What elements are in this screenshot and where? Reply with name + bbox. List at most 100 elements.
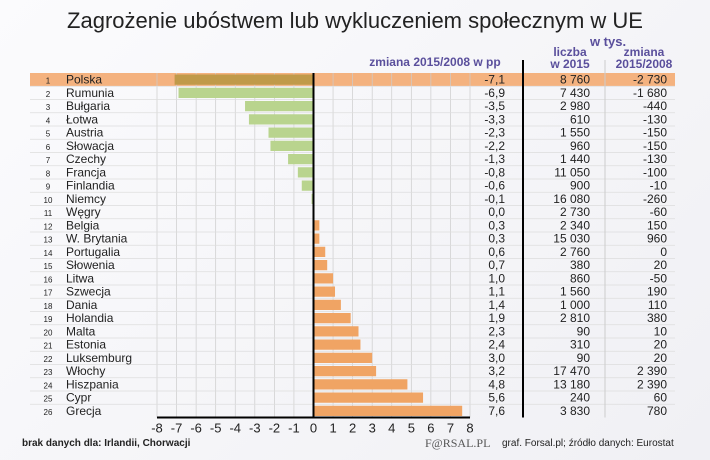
- value-label: -0,8: [484, 165, 505, 179]
- value-label: -3,3: [484, 112, 505, 126]
- rank: 3: [46, 103, 51, 112]
- x-tick-label: 0: [310, 421, 317, 436]
- x-tick-label: -6: [190, 421, 202, 436]
- value-label: -6,9: [484, 86, 505, 100]
- count-value: 960: [570, 139, 590, 153]
- count-value: 90: [577, 324, 591, 338]
- bar-W. Brytania: [313, 233, 320, 244]
- rank: 6: [46, 143, 51, 152]
- country-label: Słowacja: [66, 139, 114, 153]
- bar-Estonia: [313, 339, 361, 350]
- value-label: 3,0: [488, 351, 505, 365]
- count-value: 13 180: [553, 377, 590, 391]
- value-label: 2,4: [488, 338, 505, 352]
- x-tick-label: -3: [249, 421, 261, 436]
- count-value: 16 080: [553, 192, 590, 206]
- country-label: Austria: [66, 126, 104, 140]
- value-label: 0,7: [488, 258, 505, 272]
- count-value: 2 980: [560, 99, 590, 113]
- change-value: 0: [660, 245, 667, 259]
- country-label: Dania: [66, 298, 98, 312]
- country-label: Finlandia: [66, 179, 115, 193]
- rank: 12: [44, 222, 53, 231]
- value-label: -7,1: [484, 73, 505, 87]
- value-label: 1,1: [488, 285, 505, 299]
- change-value: 110: [648, 298, 667, 312]
- value-label: -2,2: [484, 139, 505, 153]
- x-tick-label: 8: [466, 421, 473, 436]
- count-value: 90: [577, 351, 591, 365]
- bar-Polska: [174, 74, 314, 85]
- count-value: 2 760: [560, 245, 590, 259]
- rank: 11: [44, 209, 53, 218]
- count-value: 310: [570, 338, 590, 352]
- bar-Rumunia: [178, 87, 314, 98]
- header-count-line1: liczba: [553, 45, 587, 59]
- value-label: 2,3: [488, 324, 505, 338]
- count-value: 860: [570, 271, 590, 285]
- change-value: -150: [643, 126, 667, 140]
- rank: 13: [44, 236, 53, 245]
- bar-Malta: [313, 326, 359, 337]
- bar-Łotwa: [248, 114, 314, 125]
- count-value: 11 050: [554, 165, 590, 179]
- change-value: 960: [647, 232, 667, 246]
- value-label: -0,6: [484, 179, 505, 193]
- count-value: 2 340: [560, 218, 590, 232]
- forsal-logo: F@RSAL.PL: [425, 436, 491, 450]
- count-value: 15 030: [553, 232, 590, 246]
- country-label: Luksemburg: [66, 351, 132, 365]
- x-tick-label: 2: [349, 421, 356, 436]
- bar-Portugalia: [313, 246, 326, 257]
- value-label: 0,3: [488, 218, 505, 232]
- change-value: -10: [650, 179, 668, 193]
- rank: 8: [46, 169, 51, 178]
- bar-Słowenia: [313, 260, 328, 271]
- value-label: -1,3: [484, 152, 505, 166]
- country-label: Węgry: [66, 205, 101, 219]
- country-label: Grecja: [66, 404, 102, 418]
- bar-Austria: [268, 127, 314, 138]
- change-value: -50: [650, 271, 668, 285]
- change-value: -130: [643, 152, 667, 166]
- rank: 24: [44, 381, 53, 390]
- bar-Belgia: [313, 220, 320, 231]
- count-value: 1 440: [560, 152, 590, 166]
- value-label: 1,9: [488, 311, 505, 325]
- bar-Szwecja: [313, 286, 336, 297]
- country-label: Rumunia: [66, 86, 114, 100]
- change-value: 20: [654, 338, 668, 352]
- count-value: 2 730: [560, 205, 590, 219]
- country-label: Portugalia: [66, 245, 120, 259]
- count-value: 1 560: [560, 285, 590, 299]
- header-change-line1: zmiana: [623, 45, 665, 59]
- bar-Hiszpania: [313, 379, 408, 390]
- header-change: zmiana 2015/2008: [612, 46, 676, 70]
- rank: 21: [44, 342, 53, 351]
- x-tick-label: -8: [151, 421, 163, 436]
- change-value: 20: [654, 351, 668, 365]
- change-value: 2 390: [637, 377, 667, 391]
- header-unit: w tys.: [589, 34, 627, 49]
- header-change-line2: 2015/2008: [615, 57, 673, 71]
- change-value: 20: [654, 258, 668, 272]
- value-label: 0,0: [488, 205, 505, 219]
- country-label: Francja: [66, 165, 106, 179]
- header-count: liczba w 2015: [540, 46, 600, 70]
- country-label: Malta: [66, 324, 96, 338]
- bar-Dania: [313, 299, 341, 310]
- country-label: Włochy: [66, 364, 105, 378]
- rank: 26: [44, 408, 53, 417]
- rank: 4: [46, 116, 51, 125]
- x-tick-label: -1: [288, 421, 300, 436]
- rank: 7: [46, 156, 51, 165]
- country-label: Bułgaria: [66, 99, 110, 113]
- rank: 9: [46, 183, 51, 192]
- country-label: Słowenia: [66, 258, 115, 272]
- x-tick-label: -7: [171, 421, 183, 436]
- x-tick-label: 1: [329, 421, 336, 436]
- bar-Słowacja: [270, 140, 314, 151]
- bar-Finlandia: [301, 180, 314, 191]
- bar-Litwa: [313, 273, 334, 284]
